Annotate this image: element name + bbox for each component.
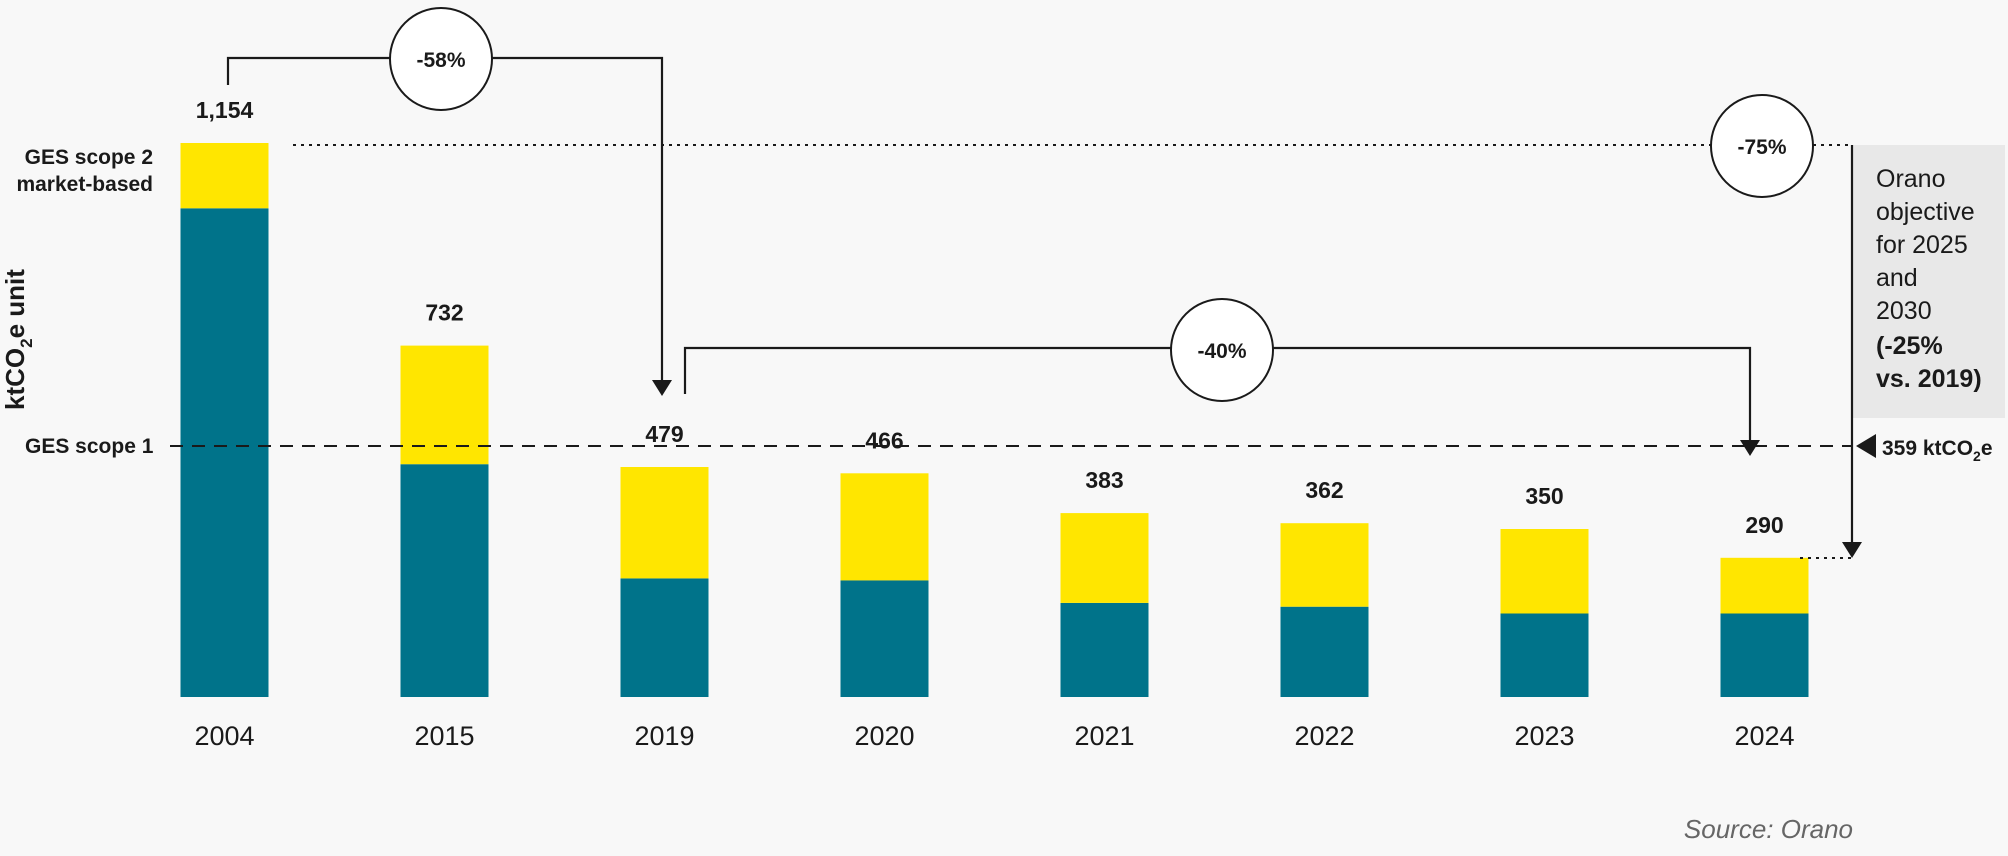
badge-minus-58: -58% [416, 49, 465, 72]
bar-scope2-2022 [1280, 523, 1369, 607]
value-label-2020: 466 [865, 427, 903, 453]
value-label-2024: 290 [1745, 512, 1783, 538]
badge-circle-minus-75 [1710, 94, 1814, 198]
x-axis-ticks: 2004 2015 2019 2020 2021 2022 2023 2024 [194, 721, 1794, 751]
source-note: Source: Orano [1684, 814, 1853, 844]
x-tick-2023: 2023 [1514, 721, 1574, 751]
objective-line-5: 2030 [1876, 297, 1932, 325]
value-label-2015: 732 [425, 300, 463, 326]
value-label-2004: 1,154 [196, 97, 254, 123]
badge-circle-minus-40 [1170, 298, 1274, 402]
arrowhead-minus-58 [652, 380, 672, 396]
bar-scope2-2020 [840, 473, 929, 581]
x-tick-2022: 2022 [1294, 721, 1354, 751]
bar-scope1-2021 [1060, 602, 1149, 697]
objective-box [1853, 145, 2005, 418]
legend-scope2-line1: GES scope 2 market-based [16, 146, 153, 196]
badge-minus-75: -75% [1737, 136, 1786, 159]
bar-scope2-2024 [1720, 557, 1809, 614]
objective-line-7: vs. 2019) [1876, 365, 1982, 393]
bar-scope1-2019 [620, 578, 709, 697]
objective-line-6: (-25% [1876, 332, 1943, 360]
value-label-2021: 383 [1085, 467, 1123, 493]
bar-scope1-2020 [840, 580, 929, 697]
bar-scope2-2004 [180, 143, 269, 209]
value-label-2023: 350 [1525, 483, 1563, 509]
y-axis-label: ktCO2e unit [0, 269, 36, 410]
bars-layer [180, 143, 1809, 698]
bar-scope2-2015 [400, 345, 489, 465]
x-tick-2004: 2004 [194, 721, 254, 751]
objective-line-2: objective [1876, 198, 1975, 226]
x-tick-2020: 2020 [854, 721, 914, 751]
reference-marker [1856, 434, 1876, 458]
objective-line-1: Orano [1876, 165, 1945, 193]
objective-line-4: and [1876, 264, 1918, 292]
bar-scope2-2021 [1060, 513, 1149, 603]
bar-scope1-2022 [1280, 606, 1369, 697]
x-tick-2021: 2021 [1074, 721, 1134, 751]
value-label-2019: 479 [645, 421, 683, 447]
reference-line-label: 359 ktCO2e [1882, 437, 1993, 464]
bar-scope1-2023 [1500, 613, 1589, 697]
legend-scope1: GES scope 1 [25, 435, 154, 458]
value-label-2022: 362 [1305, 477, 1343, 503]
bar-scope2-2019 [620, 467, 709, 579]
badge-minus-40: -40% [1197, 340, 1246, 363]
x-tick-2019: 2019 [634, 721, 694, 751]
arrowhead-minus-40 [1740, 440, 1760, 456]
bar-scope1-2004 [180, 208, 269, 698]
x-tick-2024: 2024 [1734, 721, 1794, 751]
bar-scope1-2015 [400, 464, 489, 697]
objective-line-3: for 2025 [1876, 231, 1968, 259]
arrowhead-minus-75 [1842, 542, 1862, 558]
x-tick-2015: 2015 [414, 721, 474, 751]
value-labels-layer: 1,154 732 479 466 383 362 350 290 [196, 97, 1784, 538]
bar-scope2-2023 [1500, 529, 1589, 614]
bar-scope1-2024 [1720, 613, 1809, 697]
badge-circle-minus-58 [389, 7, 493, 111]
